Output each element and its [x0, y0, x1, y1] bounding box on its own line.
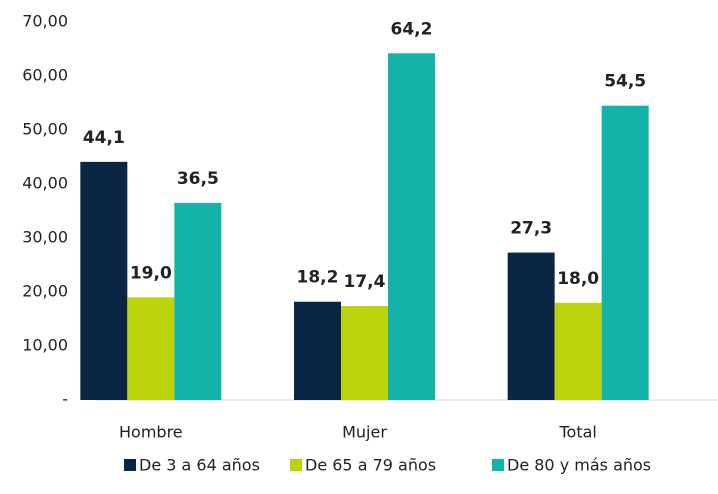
value-label: 18,2	[297, 268, 339, 288]
value-label: 44,1	[83, 128, 125, 148]
y-tick-label: 40,00	[22, 174, 68, 193]
y-tick-label: 50,00	[22, 120, 68, 139]
bar	[341, 306, 388, 400]
bar	[388, 53, 435, 400]
legend-swatch	[124, 459, 136, 471]
value-label: 54,5	[604, 72, 646, 92]
value-label: 64,2	[391, 19, 433, 39]
bar	[554, 302, 602, 400]
bar	[80, 161, 128, 400]
bar	[507, 252, 555, 400]
y-tick-label: 60,00	[22, 66, 68, 85]
y-tick-label: -	[62, 390, 68, 409]
x-tick-label: Hombre	[119, 423, 183, 442]
x-tick-label: Mujer	[342, 423, 387, 442]
bar	[601, 105, 649, 400]
y-tick-label: 20,00	[22, 282, 68, 301]
value-label: 27,3	[510, 219, 552, 239]
bar	[294, 301, 341, 400]
value-label: 17,4	[344, 272, 386, 292]
legend-label: De 65 a 79 años	[305, 456, 436, 475]
x-tick-label: Total	[558, 423, 596, 442]
value-label: 19,0	[130, 263, 172, 283]
bar	[174, 202, 222, 400]
legend-swatch	[290, 459, 302, 471]
y-tick-label: 30,00	[22, 228, 68, 247]
y-tick-label: 70,00	[22, 12, 68, 31]
legend-swatch	[492, 459, 504, 471]
legend-label: De 80 y más años	[507, 456, 651, 475]
value-label: 36,5	[177, 169, 219, 189]
y-tick-label: 10,00	[22, 336, 68, 355]
bar	[127, 297, 175, 400]
legend-label: De 3 a 64 años	[139, 456, 260, 475]
value-label: 18,0	[557, 269, 599, 289]
